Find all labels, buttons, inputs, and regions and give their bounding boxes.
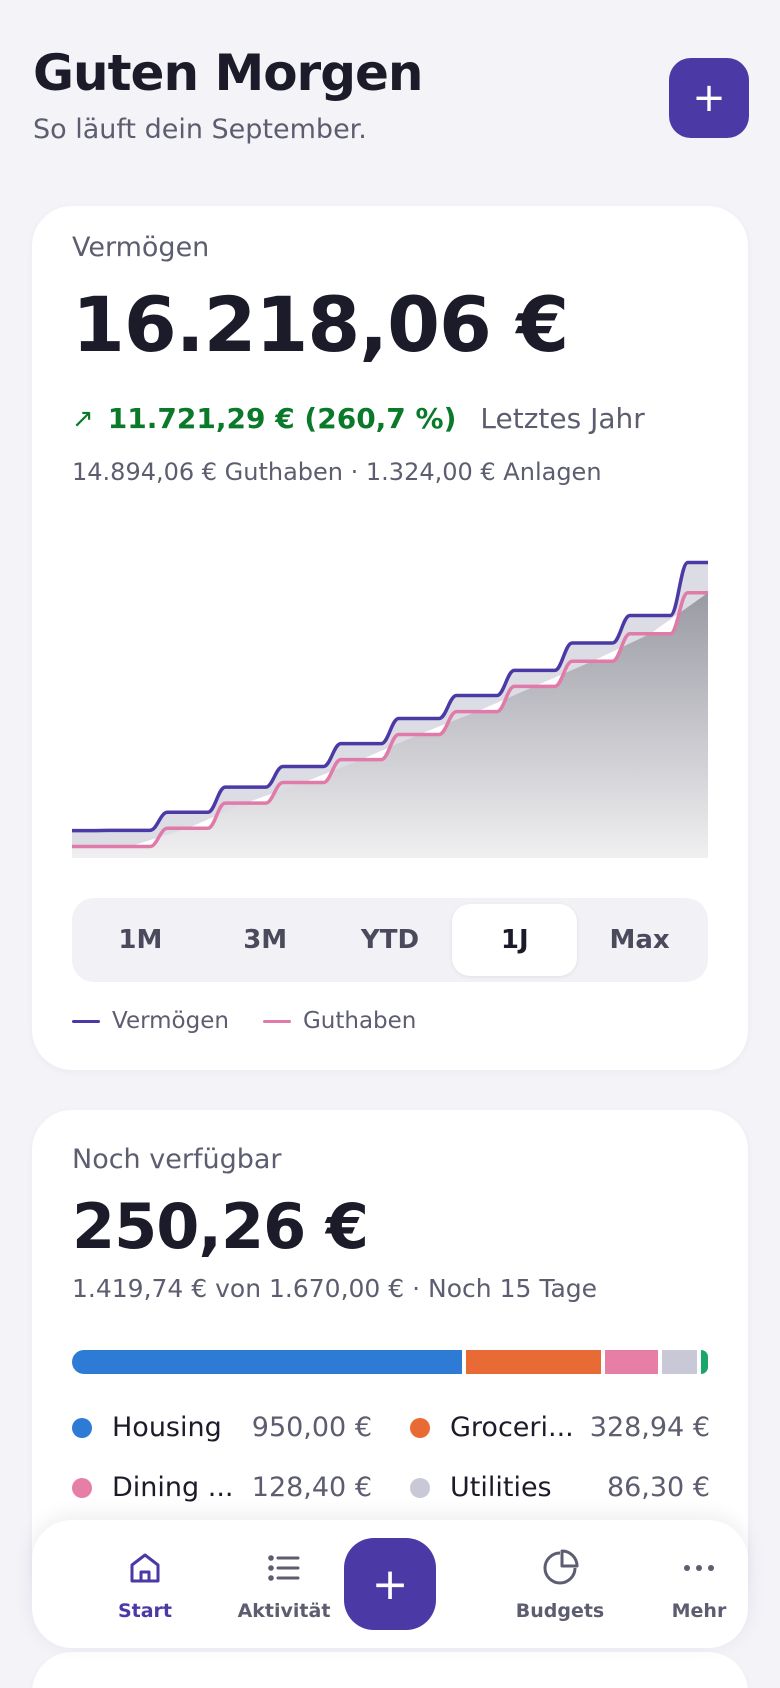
wealth-amount: 16.218,06 € [72, 280, 569, 369]
budget-amount: 250,26 € [72, 1190, 369, 1263]
wealth-card: Vermögen 16.218,06 € ↗ 11.721,29 € (260,… [32, 206, 748, 1070]
category-dot [72, 1477, 92, 1498]
category-name: Utilities [450, 1472, 552, 1503]
budget-label: Noch verfügbar [72, 1144, 282, 1175]
tab-mehr[interactable]: Mehr [629, 1548, 769, 1622]
pie-chart-icon [540, 1548, 580, 1588]
category-amount: 86,30 € [606, 1472, 710, 1503]
category-dot [410, 1417, 430, 1438]
wealth-label: Vermögen [72, 232, 210, 263]
legend-swatch [72, 1019, 100, 1023]
category-name: Housing [112, 1412, 222, 1443]
tab-label: Start [117, 1600, 173, 1622]
wealth-chart-svg [72, 560, 708, 858]
tab-label: Mehr [671, 1600, 727, 1622]
category-amount: 328,94 € [589, 1412, 710, 1443]
category-dot [410, 1477, 430, 1498]
page-subtitle: So läuft dein September. [33, 114, 367, 145]
plus-icon: + [371, 1558, 409, 1610]
category-amount: 128,40 € [251, 1472, 372, 1503]
budget-progress-bar [72, 1350, 708, 1374]
budget-segment-utilities [661, 1350, 698, 1374]
budget-segment-other [701, 1350, 708, 1374]
tab-label: Aktivität [237, 1600, 331, 1622]
budget-segment-housing [72, 1350, 463, 1374]
delta-period: Letztes Jahr [480, 402, 645, 435]
budget-segment-groceries [466, 1350, 602, 1374]
range-tab-1m[interactable]: 1M [118, 925, 163, 955]
legend-label: Vermögen [112, 1008, 229, 1034]
plus-icon: + [692, 75, 726, 121]
range-tab-3m[interactable]: 3M [243, 925, 288, 955]
add-transaction-button[interactable]: + [669, 58, 749, 138]
range-tab-ytd[interactable]: YTD [360, 925, 420, 955]
list-icon [264, 1548, 304, 1588]
more-icon [679, 1548, 719, 1588]
category-row[interactable]: Housing 950,00 € [72, 1412, 372, 1443]
category-name: Dining ... [112, 1472, 234, 1503]
tab-aktivitaet[interactable]: Aktivität [214, 1548, 354, 1622]
tab-start[interactable]: Start [75, 1548, 215, 1622]
range-tab-1j[interactable]: 1J [452, 904, 578, 976]
arrow-up-right-icon: ↗ [72, 403, 94, 434]
chart-area-guthaben [72, 592, 708, 858]
category-name: Groceri... [450, 1412, 574, 1443]
next-card [32, 1652, 748, 1688]
category-row[interactable]: Groceri... 328,94 € [410, 1412, 710, 1443]
tab-label: Budgets [515, 1600, 605, 1622]
category-dot [72, 1417, 92, 1438]
legend-label: Guthaben [302, 1008, 417, 1034]
page-title: Guten Morgen [33, 44, 424, 102]
range-tab-max[interactable]: Max [609, 925, 670, 955]
budget-segment-dining [605, 1350, 658, 1374]
bottom-tab-bar: Start Aktivität + Budgets [32, 1520, 748, 1648]
chart-legend: Vermögen Guthaben [72, 1008, 450, 1034]
wealth-delta: ↗ 11.721,29 € (260,7 %) Letztes Jahr [72, 402, 645, 435]
tab-budgets[interactable]: Budgets [490, 1548, 630, 1622]
legend-item-vermoegen: Vermögen [72, 1008, 229, 1034]
category-row[interactable]: Dining ... 128,40 € [72, 1472, 372, 1503]
delta-value: 11.721,29 € (260,7 %) [107, 402, 457, 435]
chart-line-vermgen [72, 560, 708, 833]
home-icon [125, 1548, 165, 1588]
wealth-chart [72, 536, 708, 866]
category-row[interactable]: Utilities 86,30 € [410, 1472, 710, 1503]
add-transaction-tab-button[interactable]: + [344, 1538, 436, 1630]
legend-item-guthaben: Guthaben [262, 1008, 417, 1034]
wealth-breakdown: 14.894,06 € Guthaben · 1.324,00 € Anlage… [72, 458, 602, 486]
range-selector: 1M 3M YTD 1J Max [72, 898, 708, 982]
chart-line-guthaben [72, 590, 708, 849]
header: Guten Morgen So läuft dein September. + [33, 44, 749, 164]
legend-swatch [262, 1019, 291, 1023]
budget-detail: 1.419,74 € von 1.670,00 € · Noch 15 Tage [72, 1274, 598, 1303]
category-amount: 950,00 € [251, 1412, 372, 1443]
